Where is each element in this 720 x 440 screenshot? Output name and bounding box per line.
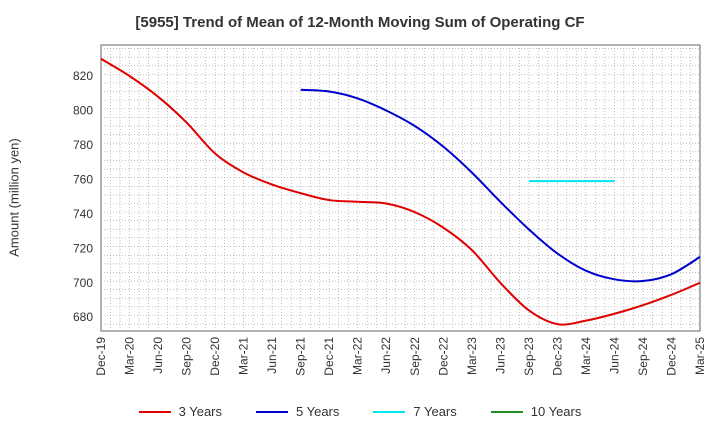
legend-swatch: [256, 410, 288, 413]
x-tick-label: Dec-22: [436, 337, 450, 376]
x-tick-label: Dec-21: [322, 337, 336, 376]
legend-item: 5 Years: [256, 404, 339, 419]
legend-label: 7 Years: [413, 404, 457, 419]
series-line-5-years: [300, 88, 701, 283]
x-tick-label: Mar-23: [465, 337, 479, 375]
x-tick-label: Jun-20: [151, 337, 165, 374]
x-tick-label: Dec-24: [664, 337, 678, 376]
y-tick-label: 740: [73, 207, 93, 221]
x-tick-label: Sep-24: [636, 337, 650, 376]
legend-swatch: [490, 410, 523, 413]
plot-frame: [100, 44, 701, 332]
y-tick-labels: 680 700 720 740 760 780 800 820: [73, 69, 93, 324]
x-tick-label: Sep-23: [522, 337, 536, 376]
legend-label: 3 Years: [178, 404, 222, 419]
legend-label: 5 Years: [296, 404, 340, 419]
legend-label: 10 Years: [530, 404, 582, 419]
series-line-3-years: [100, 57, 701, 326]
y-tick-label: 760: [73, 172, 93, 186]
legend-item: 7 Years: [373, 404, 457, 419]
x-tick-label: Sep-22: [408, 337, 422, 376]
y-tick-label: 680: [73, 310, 93, 324]
chart-title: [5955] Trend of Mean of 12-Month Moving …: [135, 14, 585, 31]
x-tick-labels: Dec-19 Mar-20 Jun-20 Sep-20 Dec-20 Mar-21 Jun-…: [94, 337, 707, 376]
y-tick-label: 780: [73, 138, 93, 152]
x-tick-label: Mar-20: [123, 337, 137, 375]
legend-swatch: [373, 410, 406, 413]
series-lines: [100, 57, 701, 326]
legend: 3 Years 5 Years 7 Years 10 Years: [0, 404, 720, 419]
legend-swatch: [138, 410, 171, 413]
x-tick-label: Mar-21: [237, 337, 251, 375]
x-tick-label: Dec-23: [550, 337, 564, 376]
x-tick-label: Mar-25: [693, 337, 707, 375]
x-tick-label: Mar-24: [579, 337, 593, 375]
x-tick-label: Jun-24: [607, 337, 621, 374]
grid-lines: [101, 45, 700, 331]
x-tick-label: Mar-22: [351, 337, 365, 375]
legend-item: 3 Years: [138, 404, 222, 419]
x-tick-label: Dec-20: [208, 337, 222, 376]
x-tick-label: Jun-22: [379, 337, 393, 374]
y-tick-label: 700: [73, 276, 93, 290]
y-tick-label: 800: [73, 103, 93, 117]
x-tick-label: Dec-19: [94, 337, 108, 376]
x-tick-label: Jun-23: [493, 337, 507, 374]
x-tick-label: Jun-21: [265, 337, 279, 374]
legend-item: 10 Years: [490, 404, 582, 419]
x-tick-label: Sep-20: [180, 337, 194, 376]
y-tick-label: 720: [73, 241, 93, 255]
x-tick-label: Sep-21: [294, 337, 308, 376]
y-tick-label: 820: [73, 69, 93, 83]
